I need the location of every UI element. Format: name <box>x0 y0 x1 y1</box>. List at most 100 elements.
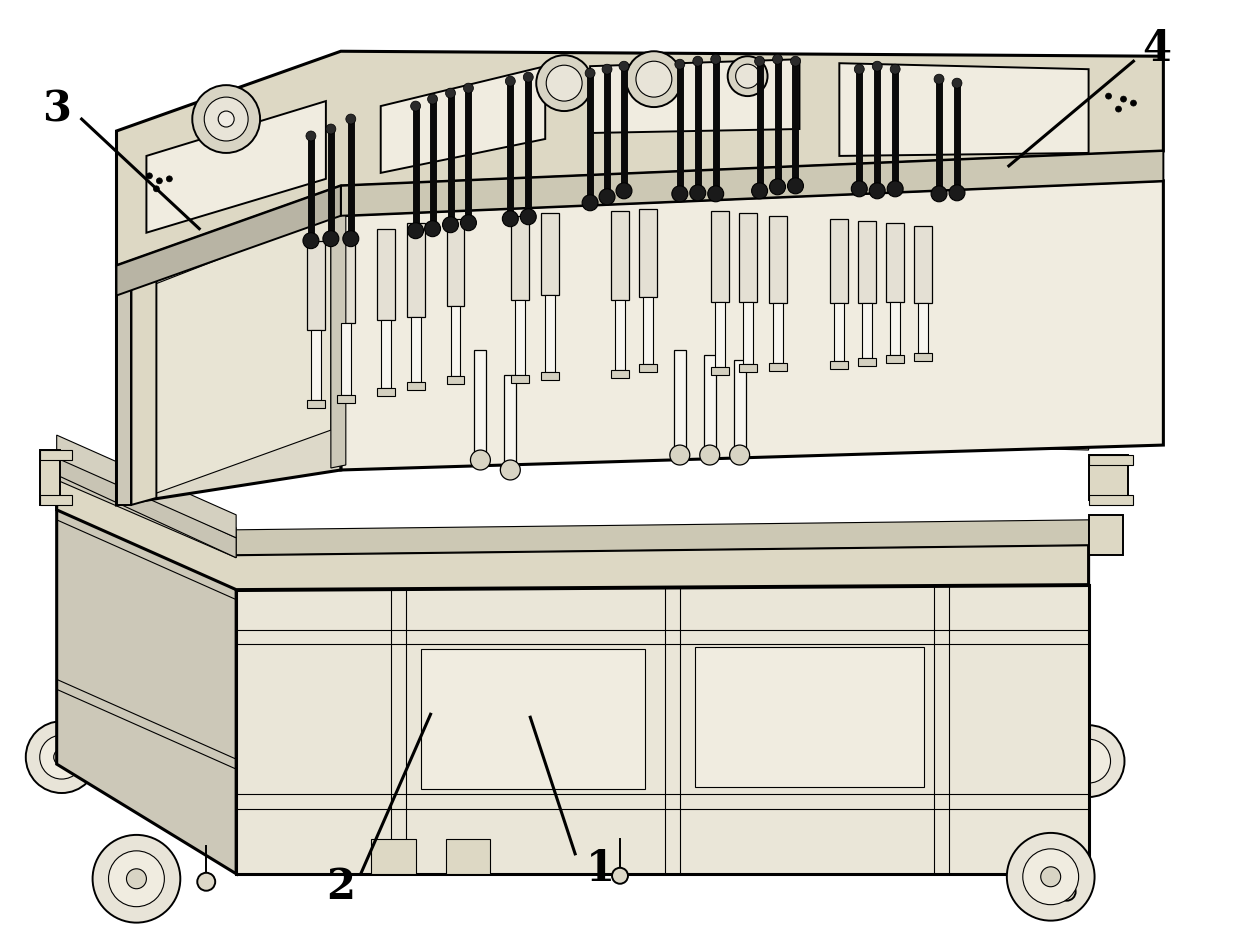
Circle shape <box>306 131 316 141</box>
Polygon shape <box>308 241 325 330</box>
Circle shape <box>502 211 518 227</box>
Polygon shape <box>611 211 629 300</box>
Circle shape <box>410 101 420 111</box>
Circle shape <box>443 217 459 232</box>
Polygon shape <box>1089 515 1123 554</box>
Circle shape <box>154 186 160 192</box>
Circle shape <box>1131 100 1136 106</box>
Polygon shape <box>117 266 131 505</box>
Polygon shape <box>331 183 346 468</box>
Polygon shape <box>407 382 424 391</box>
Polygon shape <box>505 376 516 470</box>
Circle shape <box>670 445 689 465</box>
Polygon shape <box>743 302 753 365</box>
Circle shape <box>699 445 719 465</box>
Polygon shape <box>410 317 420 382</box>
Circle shape <box>428 94 438 104</box>
Polygon shape <box>704 355 715 455</box>
Polygon shape <box>40 450 72 460</box>
Polygon shape <box>57 475 236 874</box>
Text: 3: 3 <box>42 88 71 130</box>
Polygon shape <box>450 307 460 377</box>
Circle shape <box>626 51 682 107</box>
Polygon shape <box>769 364 786 371</box>
Circle shape <box>1116 106 1121 112</box>
Circle shape <box>854 64 864 74</box>
Circle shape <box>547 65 582 101</box>
Polygon shape <box>371 839 415 874</box>
Polygon shape <box>470 296 491 351</box>
Polygon shape <box>668 296 691 351</box>
Polygon shape <box>57 450 236 558</box>
Circle shape <box>770 179 785 194</box>
Circle shape <box>40 736 83 779</box>
Circle shape <box>1040 867 1060 886</box>
Circle shape <box>1058 883 1075 900</box>
Circle shape <box>890 64 900 74</box>
Circle shape <box>192 86 260 153</box>
Polygon shape <box>852 189 867 429</box>
Polygon shape <box>918 303 928 353</box>
Polygon shape <box>673 351 686 455</box>
Polygon shape <box>57 450 1089 554</box>
Polygon shape <box>341 151 1163 216</box>
Circle shape <box>536 55 591 111</box>
Circle shape <box>460 215 476 231</box>
Polygon shape <box>40 495 72 505</box>
Polygon shape <box>541 213 559 295</box>
Polygon shape <box>146 101 326 233</box>
Polygon shape <box>420 649 645 789</box>
Polygon shape <box>151 216 331 495</box>
Polygon shape <box>699 300 720 355</box>
Circle shape <box>872 61 882 72</box>
Polygon shape <box>407 222 424 317</box>
Polygon shape <box>711 367 729 376</box>
Polygon shape <box>1089 495 1133 505</box>
Circle shape <box>326 124 336 134</box>
Polygon shape <box>639 208 657 297</box>
Polygon shape <box>57 475 1089 590</box>
Polygon shape <box>734 360 745 455</box>
Polygon shape <box>377 388 394 396</box>
Circle shape <box>952 78 962 88</box>
Circle shape <box>751 183 768 199</box>
Circle shape <box>523 73 533 82</box>
Circle shape <box>1066 739 1111 783</box>
Polygon shape <box>590 60 800 133</box>
Polygon shape <box>117 216 341 505</box>
Circle shape <box>156 178 162 184</box>
Circle shape <box>205 97 248 141</box>
Circle shape <box>582 194 598 211</box>
Polygon shape <box>739 213 756 302</box>
Polygon shape <box>117 186 341 296</box>
Circle shape <box>585 68 595 78</box>
Polygon shape <box>516 300 526 376</box>
Polygon shape <box>611 370 629 379</box>
Circle shape <box>949 185 965 201</box>
Circle shape <box>521 208 536 225</box>
Polygon shape <box>769 216 786 303</box>
Circle shape <box>869 183 885 199</box>
Polygon shape <box>729 305 750 360</box>
Polygon shape <box>40 450 60 505</box>
Circle shape <box>787 178 804 193</box>
Circle shape <box>109 851 165 907</box>
Polygon shape <box>894 376 1089 415</box>
Polygon shape <box>831 219 848 303</box>
Polygon shape <box>862 303 872 358</box>
Circle shape <box>1121 96 1126 102</box>
Polygon shape <box>887 222 904 302</box>
Circle shape <box>735 64 760 88</box>
Polygon shape <box>1089 455 1133 465</box>
Text: 4: 4 <box>1142 28 1171 71</box>
Polygon shape <box>642 297 653 365</box>
Polygon shape <box>894 410 1089 450</box>
Circle shape <box>693 56 703 66</box>
Polygon shape <box>839 63 1089 156</box>
Polygon shape <box>1030 193 1047 432</box>
Polygon shape <box>446 219 465 307</box>
Circle shape <box>790 56 801 66</box>
Circle shape <box>146 173 153 179</box>
Polygon shape <box>475 351 486 460</box>
Polygon shape <box>835 303 844 362</box>
